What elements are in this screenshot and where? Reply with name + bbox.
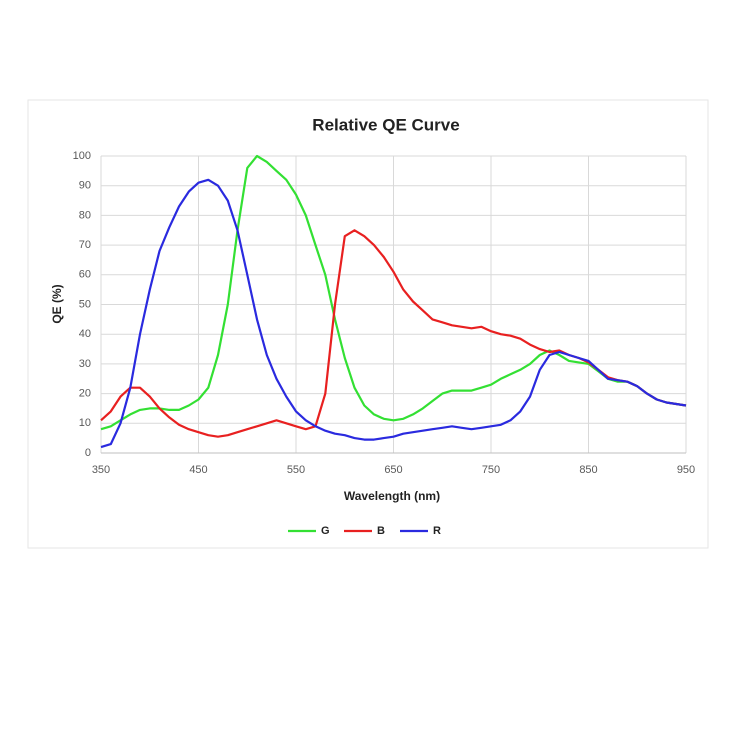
legend-label: B (377, 525, 385, 537)
series-line (100, 154, 687, 431)
y-tick-label: 100 (73, 150, 91, 162)
x-tick-label: 850 (579, 464, 597, 476)
y-tick-label: 20 (79, 388, 91, 400)
x-tick-label: 650 (384, 464, 402, 476)
y-tick-label: 50 (79, 298, 91, 310)
y-tick-label: 60 (79, 269, 91, 281)
x-tick-label: 550 (287, 464, 305, 476)
chart-frame (27, 99, 709, 549)
y-tick-label: 30 (79, 358, 91, 370)
x-axis-label: Wavelength (nm) (344, 489, 440, 503)
x-tick-label: 350 (92, 464, 110, 476)
y-tick-label: 40 (79, 328, 91, 340)
legend-label: G (321, 525, 330, 537)
chart-title: Relative QE Curve (312, 115, 459, 134)
y-tick-label: 0 (85, 447, 91, 459)
legend-label: R (433, 525, 441, 537)
x-tick-label: 750 (482, 464, 500, 476)
y-tick-label: 70 (79, 239, 91, 251)
x-tick-label: 450 (189, 464, 207, 476)
y-tick-label: 90 (79, 180, 91, 192)
y-tick-label: 10 (79, 417, 91, 429)
x-tick-label: 950 (677, 464, 695, 476)
series-line (100, 178, 687, 449)
y-axis-label: QE (%) (50, 284, 64, 323)
y-tick-label: 80 (79, 209, 91, 221)
series-line (100, 229, 687, 438)
